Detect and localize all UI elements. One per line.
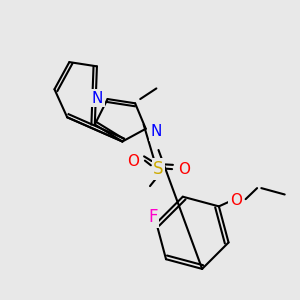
Text: S: S	[153, 160, 164, 178]
Text: O: O	[178, 162, 190, 177]
Text: F: F	[148, 208, 158, 226]
Text: O: O	[230, 193, 242, 208]
Text: N: N	[92, 91, 103, 106]
Text: N: N	[151, 124, 162, 139]
Text: O: O	[127, 154, 139, 169]
